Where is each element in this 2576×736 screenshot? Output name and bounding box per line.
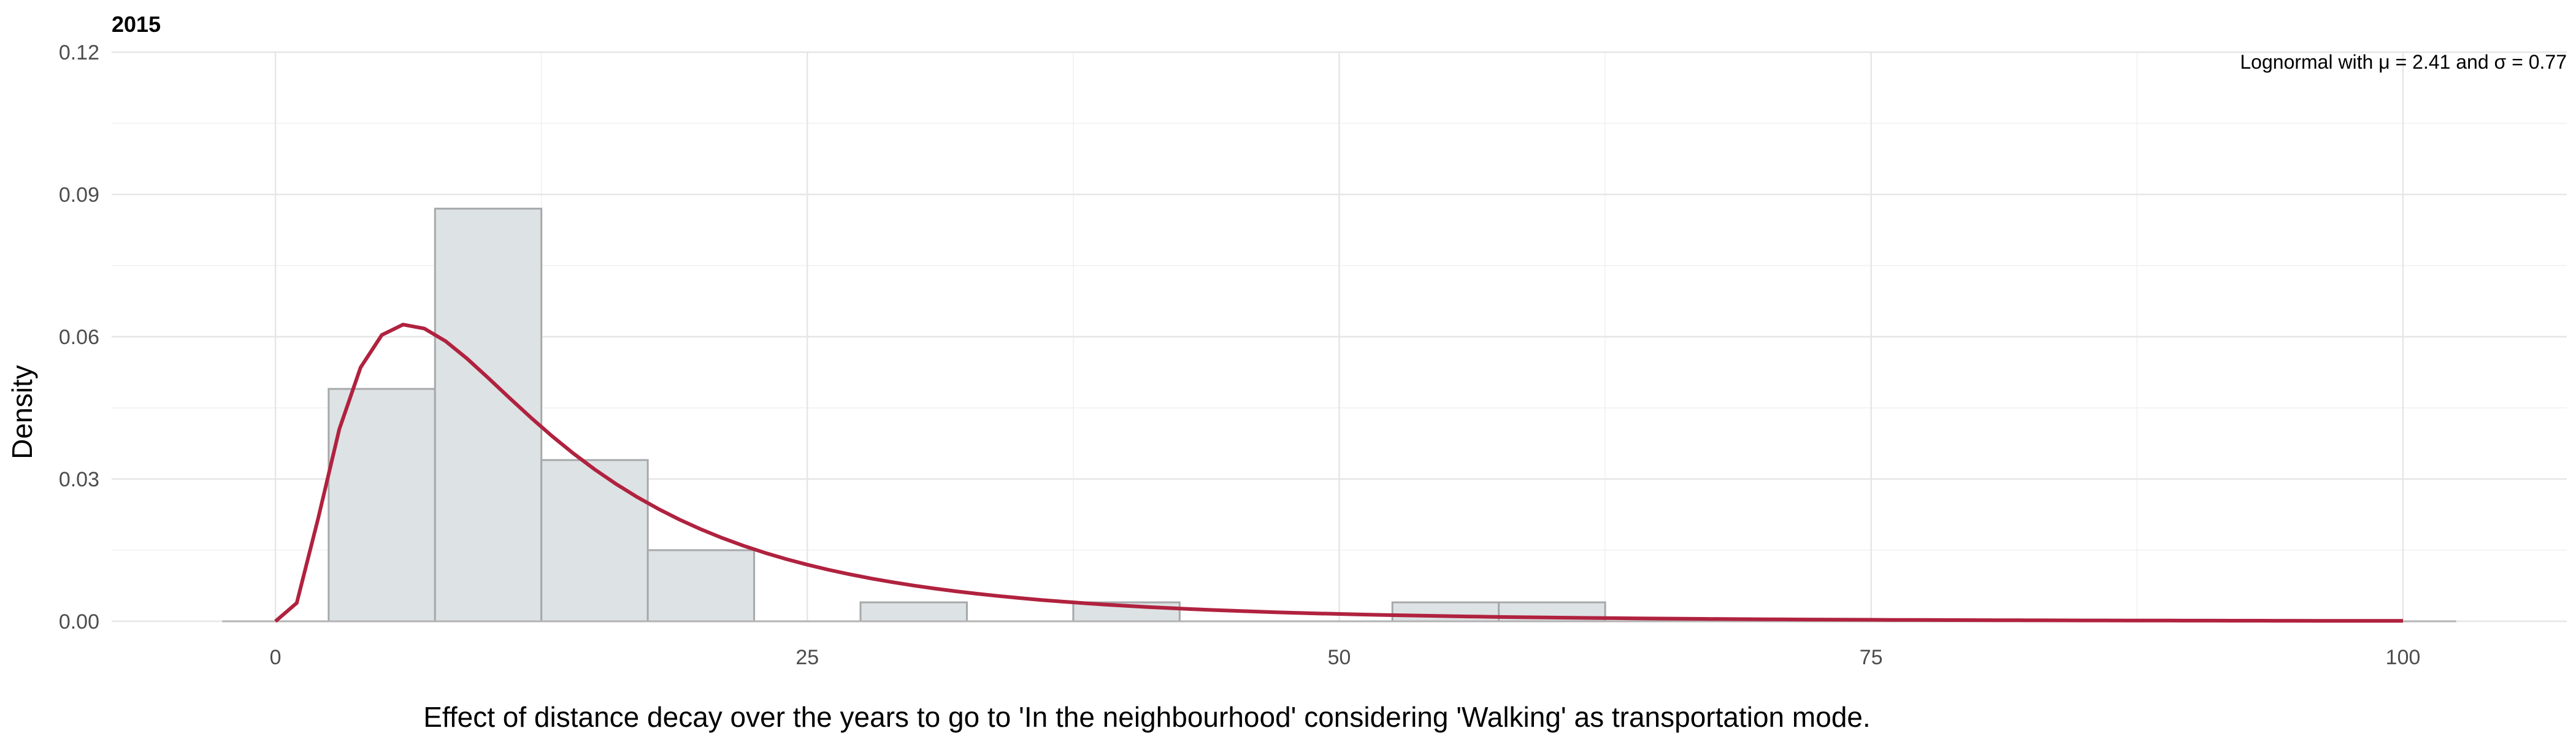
y-tick-label: 0.03 xyxy=(59,468,99,491)
y-tick-label: 0.00 xyxy=(59,610,99,634)
x-tick-label: 100 xyxy=(2386,646,2421,669)
y-tick-label: 0.09 xyxy=(59,183,99,207)
y-tick-label: 0.06 xyxy=(59,326,99,349)
histogram-bar xyxy=(540,459,649,623)
x-tick-label: 25 xyxy=(795,646,819,669)
annotation-sigma-value: 0.77 xyxy=(2529,51,2567,73)
y-axis-ticks: 0.00 0.03 0.06 0.09 0.12 xyxy=(59,41,99,634)
histogram-bars xyxy=(328,207,1606,623)
annotation-mu-symbol: μ xyxy=(2379,51,2390,73)
chart-title: 2015 xyxy=(112,12,161,37)
histogram-bar xyxy=(646,549,756,623)
x-tick-label: 50 xyxy=(1328,646,1351,669)
histogram-bar xyxy=(328,388,436,623)
y-tick-label: 0.12 xyxy=(59,41,99,64)
histogram-bar xyxy=(859,601,968,623)
fit-annotation: Lognormal with μ = 2.41 and σ = 0.77 xyxy=(2240,51,2567,73)
x-axis-ticks: 0 25 50 75 100 xyxy=(270,646,2421,669)
x-tick-label: 0 xyxy=(270,646,282,669)
y-axis-title: Density xyxy=(6,365,38,459)
annotation-mu-value: 2.41 xyxy=(2412,51,2450,73)
lognormal-fit-curve xyxy=(274,323,2403,623)
histogram-bar xyxy=(434,207,543,623)
annotation-sigma-symbol: σ xyxy=(2494,51,2507,73)
annotation-joiner: and xyxy=(2456,51,2488,73)
annotation-prefix: Lognormal with xyxy=(2240,51,2373,73)
x-tick-label: 75 xyxy=(1860,646,1883,669)
x-axis-title: Effect of distance decay over the years … xyxy=(423,701,1871,733)
